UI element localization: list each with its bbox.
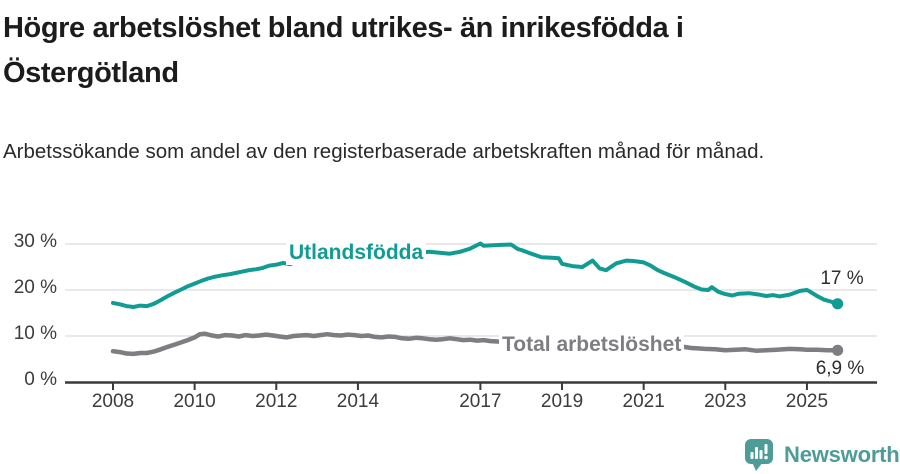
x-tick-label: 2017 [459, 391, 502, 412]
x-tick-label: 2008 [91, 391, 135, 412]
x-tick-label: 2012 [255, 391, 298, 412]
end-value-label-total: 6,9 % [815, 358, 865, 379]
series-label-utlandsfodda: Utlandsfödda [286, 240, 427, 265]
page-title: Högre arbetslöshet bland utrikes- än inr… [3, 12, 684, 89]
x-tick-label: 2025 [785, 391, 829, 412]
x-tick-label: 2014 [336, 391, 380, 412]
y-tick-label: 0 % [24, 369, 57, 390]
y-tick-label: 10 % [13, 323, 57, 344]
series-label-total-arbetsloshet: Total arbetslöshet [499, 332, 685, 357]
newsworthy-logo[interactable]: Newsworthy [744, 438, 900, 472]
end-value-label-utlandsfodda: 17 % [820, 268, 864, 289]
newsworthy-wordmark: Newsworthy [784, 442, 900, 467]
y-tick-label: 20 % [13, 277, 57, 298]
chart-subtitle: Arbetssökande som andel av den registerb… [3, 140, 765, 163]
x-tick-label: 2021 [622, 391, 665, 412]
y-tick-label: 30 % [13, 231, 57, 252]
newsworthy-icon [745, 439, 773, 471]
x-tick-label: 2023 [704, 391, 747, 412]
x-tick-label: 2019 [540, 391, 584, 412]
x-tick-label: 2010 [173, 391, 216, 412]
